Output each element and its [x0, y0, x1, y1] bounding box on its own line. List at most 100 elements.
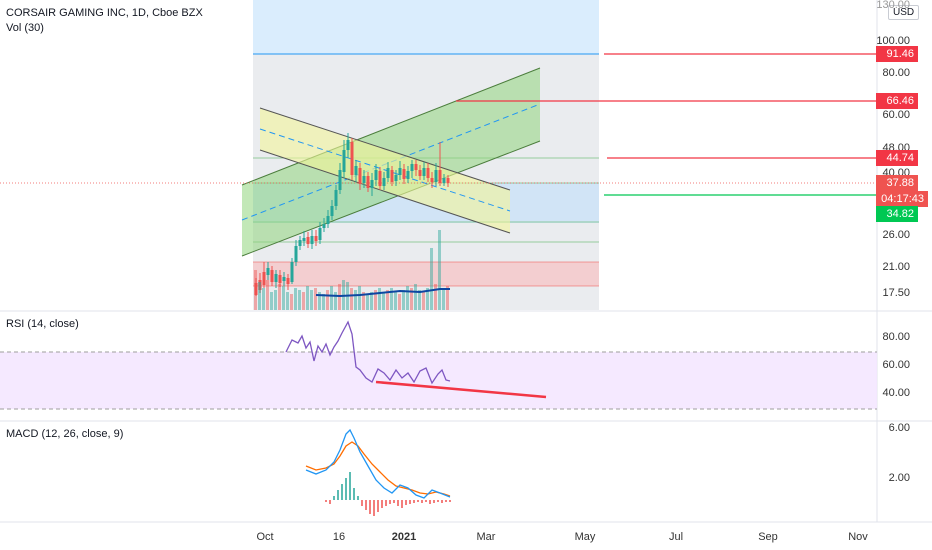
candle-body — [330, 206, 334, 216]
macd-tick: 6.00 — [888, 422, 910, 434]
macd-line — [305, 428, 451, 499]
macd-histogram-bar — [429, 500, 431, 504]
candle-body — [318, 228, 322, 240]
candle-body — [274, 274, 278, 282]
macd-histogram-bar — [401, 500, 403, 508]
currency-button[interactable]: USD — [888, 5, 920, 20]
candle-body — [334, 190, 338, 206]
time-tick: Nov — [848, 531, 868, 543]
candle-body — [350, 142, 354, 175]
macd-tick: 2.00 — [888, 472, 910, 484]
macd-label: MACD (12, 26, close, 9) — [6, 428, 124, 440]
time-tick: Jul — [668, 531, 684, 543]
chart-title: CORSAIR GAMING INC, 1D, Cboe BZX — [6, 7, 203, 19]
price-label-target-2: 66.46 — [876, 93, 918, 109]
candle-body — [382, 178, 386, 186]
candle-body — [302, 238, 306, 241]
candle-body — [398, 168, 402, 175]
price-tick: 80.00 — [882, 67, 910, 79]
candle-body — [262, 272, 266, 285]
macd-histogram-bar — [437, 500, 439, 502]
candle-body — [342, 150, 346, 172]
rsi-tick: 80.00 — [882, 331, 910, 343]
macd-histogram-bar — [397, 500, 399, 506]
volume-bar — [270, 292, 273, 310]
volume-bar — [370, 292, 373, 310]
candle-body — [390, 170, 394, 182]
volume-bar — [418, 290, 421, 310]
rsi-tick: 60.00 — [882, 359, 910, 371]
volume-bar — [326, 290, 329, 310]
candle-body — [326, 216, 330, 224]
channel-upper-line — [259, 107, 511, 191]
candle-body — [430, 178, 434, 182]
macd-signal-line — [305, 441, 451, 497]
candle-body — [366, 176, 370, 188]
volume-bar — [306, 286, 309, 310]
candle-body — [278, 275, 282, 283]
volume-bar — [258, 282, 261, 310]
rsi-label: RSI (14, close) — [6, 318, 79, 330]
volume-bar — [350, 288, 353, 310]
last-price-label: 37.88 — [876, 175, 918, 191]
volume-bar — [358, 286, 361, 310]
volume-bar — [294, 288, 297, 310]
candle-body — [410, 164, 414, 171]
rsi-line — [285, 320, 451, 385]
macd-histogram-bar — [329, 500, 331, 504]
volume-bar — [402, 290, 405, 310]
volume-bar — [378, 288, 381, 310]
time-tick: Sep — [758, 531, 778, 543]
volume-bar — [298, 290, 301, 310]
candle-body — [346, 140, 350, 150]
candle-body — [406, 171, 410, 179]
price-tick: 26.00 — [882, 229, 910, 241]
volume-bar — [322, 294, 325, 310]
macd-histogram-bar — [365, 500, 367, 510]
volume-bar — [430, 248, 433, 310]
time-tick: 16 — [332, 531, 346, 543]
macd-histogram-bar — [337, 490, 339, 500]
macd-histogram-bar — [413, 500, 415, 503]
volume-bar — [266, 280, 269, 310]
macd-histogram-bar — [405, 500, 407, 505]
candle-body — [322, 224, 326, 228]
macd-histogram-bar — [389, 500, 391, 504]
price-tick: 21.00 — [882, 261, 910, 273]
macd-histogram-bar — [373, 500, 375, 516]
candle-body — [306, 237, 310, 244]
candle-body — [362, 176, 366, 183]
macd-histogram-bar — [433, 500, 435, 503]
price-tick: 60.00 — [882, 109, 910, 121]
volume-bar — [410, 288, 413, 310]
time-tick: May — [574, 531, 596, 543]
candle-body — [394, 175, 398, 181]
volume-bar — [382, 292, 385, 310]
macd-histogram-bar — [385, 500, 387, 506]
candle-body — [270, 270, 274, 282]
macd-histogram-bar — [353, 488, 355, 500]
volume-bar — [386, 290, 389, 310]
rsi-tick: 40.00 — [882, 387, 910, 399]
candle-body — [286, 278, 290, 284]
candle-body — [426, 168, 430, 178]
macd-histogram-bar — [357, 496, 359, 500]
macd-histogram-bar — [425, 500, 427, 502]
candle-body — [434, 170, 438, 182]
channel-median-line — [259, 128, 511, 212]
macd-histogram-bar — [409, 500, 411, 504]
volume-bar — [398, 294, 401, 310]
volume-bar — [442, 288, 445, 310]
macd-histogram-bar — [369, 500, 371, 514]
macd-histogram-bar — [417, 500, 419, 502]
macd-histogram-bar — [393, 500, 395, 503]
volume-bar — [414, 284, 417, 310]
macd-histogram-bar — [345, 478, 347, 500]
channel-lower-line — [259, 149, 511, 234]
volume-ma-line — [315, 288, 450, 298]
candle-body — [386, 168, 390, 178]
time-tick: 2021 — [391, 531, 417, 543]
candle-body — [442, 178, 446, 183]
macd-histogram-bar — [445, 500, 447, 502]
